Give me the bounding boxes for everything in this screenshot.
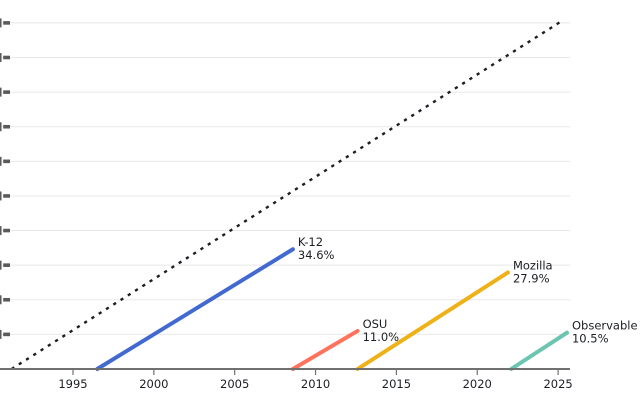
y-tick-label-clipped-fragment <box>0 156 2 166</box>
series-name-label-k-12: K-12 <box>298 235 323 249</box>
series-name-label-osu: OSU <box>363 317 388 331</box>
series-line-k-12 <box>95 247 295 371</box>
reference-dotted-line <box>10 18 565 371</box>
y-tick-label-clipped-fragment <box>0 226 2 236</box>
series-line-mozilla <box>355 270 510 371</box>
y-tick-label-clipped-fragment <box>0 122 2 132</box>
x-tick-label-1995: 1995 <box>58 377 87 391</box>
x-tick-label-2005: 2005 <box>220 377 249 391</box>
x-tick-label-2000: 2000 <box>139 377 168 391</box>
y-tick-label-clipped-fragment <box>0 329 2 339</box>
x-tick-label-2015: 2015 <box>382 377 411 391</box>
y-tick-label-clipped-fragment <box>0 295 2 305</box>
x-tick-label-2010: 2010 <box>301 377 330 391</box>
series-value-label-osu: 11.0% <box>363 330 400 344</box>
series-name-label-mozilla: Mozilla <box>513 258 553 272</box>
y-tick-label-clipped-fragment <box>3 228 11 233</box>
y-tick-label-clipped-fragment <box>0 260 2 270</box>
series-value-label-observable: 10.5% <box>572 332 609 346</box>
y-tick-label-clipped-fragment <box>3 124 11 129</box>
series-line-observable <box>509 330 569 371</box>
y-tick-label-clipped-fragment <box>3 263 11 267</box>
y-tick-label-clipped-fragment <box>3 55 11 60</box>
y-tick-label-clipped-fragment <box>3 159 11 164</box>
y-tick-label-clipped-fragment <box>3 194 11 198</box>
y-tick-label-clipped-fragment <box>3 21 11 25</box>
y-tick-label-clipped-fragment <box>0 87 2 97</box>
y-tick-label-clipped-fragment <box>3 297 11 302</box>
y-tick-label-clipped-fragment <box>0 18 2 28</box>
y-tick-label-clipped-fragment <box>0 53 2 63</box>
y-tick-label-clipped-fragment <box>3 90 11 94</box>
y-tick-label-clipped-fragment <box>3 332 11 337</box>
x-tick-label-2020: 2020 <box>463 377 492 391</box>
x-tick-label-2025: 2025 <box>543 377 572 391</box>
series-line-osu <box>290 328 360 371</box>
series-name-label-observable: Observable <box>572 319 638 333</box>
y-tick-label-clipped-fragment <box>0 191 2 201</box>
series-value-label-k-12: 34.6% <box>298 248 335 262</box>
series-value-label-mozilla: 27.9% <box>513 271 550 285</box>
